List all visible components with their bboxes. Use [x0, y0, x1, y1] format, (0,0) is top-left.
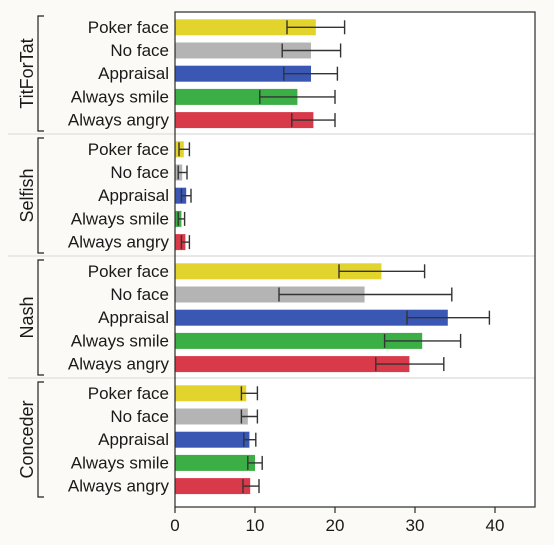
bar-titfortat-always-angry [175, 112, 314, 129]
group-bracket-nash [37, 259, 44, 376]
bar-selfish-always-angry [175, 234, 186, 251]
group-bracket-selfish [37, 137, 44, 254]
category-label-nash-always-smile: Always smile [71, 331, 169, 350]
bar-titfortat-poker-face [175, 19, 316, 36]
bar-nash-no-face [175, 286, 365, 303]
category-label-conceder-always-angry: Always angry [68, 477, 170, 496]
bar-titfortat-always-smile [175, 88, 298, 105]
category-label-conceder-always-smile: Always smile [71, 453, 169, 472]
category-label-selfish-poker-face: Poker face [88, 140, 169, 159]
category-label-selfish-always-smile: Always smile [71, 209, 169, 228]
category-label-titfortat-always-smile: Always smile [71, 87, 169, 106]
category-label-titfortat-always-angry: Always angry [68, 111, 170, 130]
x-tick-label-20: 20 [326, 516, 345, 535]
bar-selfish-appraisal [175, 187, 187, 204]
x-tick-label-0: 0 [170, 516, 179, 535]
category-label-nash-appraisal: Appraisal [98, 308, 169, 327]
x-tick-label-10: 10 [246, 516, 265, 535]
bar-titfortat-appraisal [175, 65, 311, 82]
category-label-nash-always-angry: Always angry [68, 355, 170, 374]
category-label-conceder-appraisal: Appraisal [98, 430, 169, 449]
category-label-titfortat-appraisal: Appraisal [98, 64, 169, 83]
category-label-selfish-always-angry: Always angry [68, 233, 170, 252]
bar-titfortat-no-face [175, 42, 311, 59]
bar-nash-always-angry [175, 356, 410, 373]
x-tick-label-30: 30 [406, 516, 425, 535]
category-label-nash-no-face: No face [110, 285, 169, 304]
category-label-conceder-poker-face: Poker face [88, 384, 169, 403]
bar-conceder-poker-face [175, 385, 247, 402]
group-label-nash: Nash [17, 296, 37, 338]
bar-nash-always-smile [175, 332, 423, 349]
plot-frame [174, 11, 536, 508]
bar-nash-poker-face [175, 263, 382, 280]
group-label-titfortat: TitForTat [17, 38, 37, 108]
group-label-conceder: Conceder [17, 400, 37, 478]
bar-nash-appraisal [175, 309, 448, 326]
category-label-nash-poker-face: Poker face [88, 262, 169, 281]
bar-conceder-appraisal [175, 431, 250, 448]
category-label-conceder-no-face: No face [110, 407, 169, 426]
bar-conceder-no-face [175, 408, 248, 425]
bar-conceder-always-smile [175, 454, 255, 471]
category-label-titfortat-no-face: No face [110, 41, 169, 60]
category-label-selfish-no-face: No face [110, 163, 169, 182]
group-label-selfish: Selfish [17, 168, 37, 222]
group-bracket-titfortat [37, 15, 44, 132]
category-label-titfortat-poker-face: Poker face [88, 18, 169, 37]
bar-conceder-always-angry [175, 478, 251, 495]
group-bracket-conceder [37, 381, 44, 498]
category-label-selfish-appraisal: Appraisal [98, 186, 169, 205]
x-tick-label-40: 40 [486, 516, 505, 535]
